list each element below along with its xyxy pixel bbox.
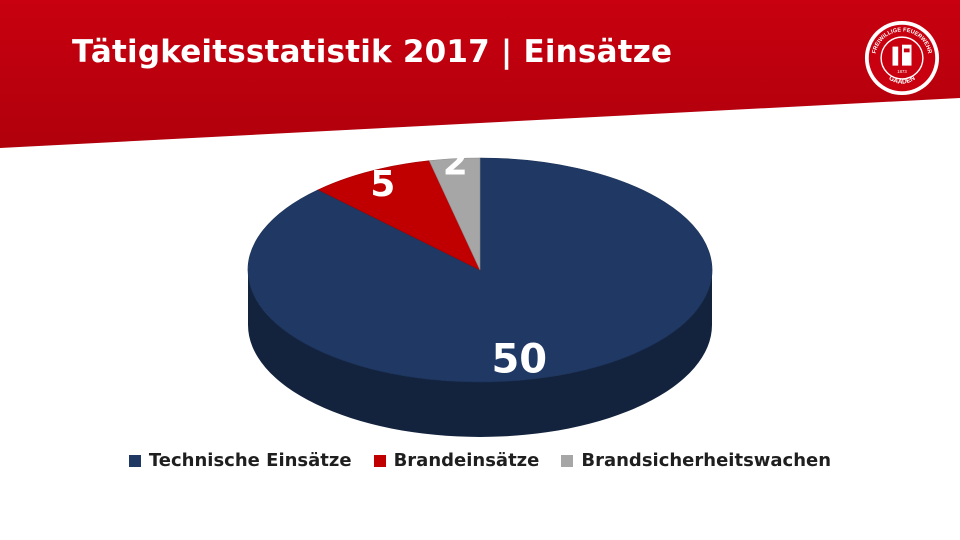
data-label-1: 5 [370,164,395,205]
legend-item-1: Brandeinsätze [373,450,540,471]
legend-item-2: Brandsicherheitswachen [561,450,831,471]
fire-department-logo: FREIWILLIGE FEUERWEHR GAADEN 1873 [864,20,940,96]
legend-label-2: Brandsicherheitswachen [581,450,832,471]
header-band [0,0,960,148]
pie-side-0 [248,270,712,437]
pie-slice-2 [428,157,481,271]
legend-swatch-2 [561,454,574,467]
legend-label-1: Brandeinsätze [393,450,540,471]
pie-chart: 50 5 2 [247,143,713,437]
legend: Technische Einsätze Brandeinsätze Brandsic… [0,450,960,471]
svg-text:1873: 1873 [897,69,907,74]
page-title: Tätigkeitsstatistik 2017 | Einsätze [72,34,673,70]
legend-swatch-1 [373,454,386,467]
svg-text:GAADEN: GAADEN [887,75,916,86]
legend-swatch-0 [128,454,141,467]
data-label-2: 2 [443,143,468,184]
legend-label-0: Technische Einsätze [148,450,352,471]
legend-item-0: Technische Einsätze [128,450,352,471]
pie-slice-1 [317,160,481,271]
data-label-0: 50 [491,337,547,383]
